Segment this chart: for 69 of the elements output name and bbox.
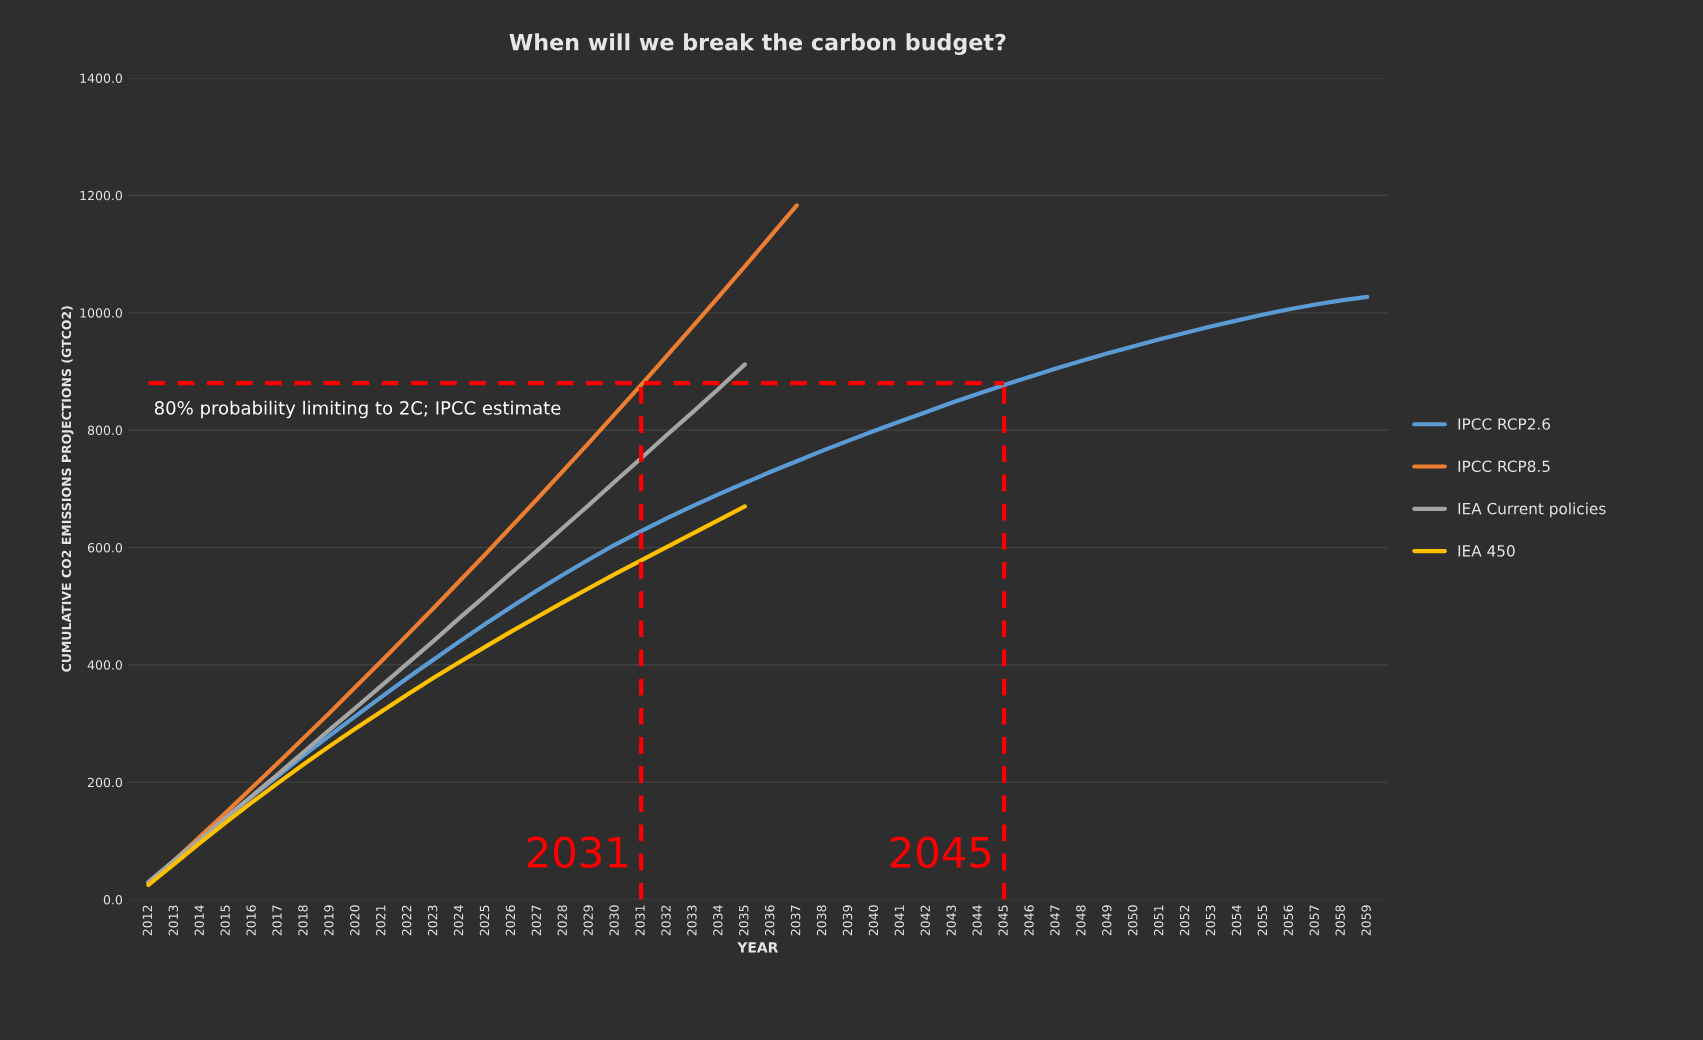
x-tick-label: 2024 [453, 905, 464, 936]
y-axis-title: CUMULATIVE CO2 EMISSIONS PROJECTIONS (GTCO2) [61, 306, 74, 672]
ref-line-label: 2031 [527, 836, 627, 869]
x-tick-label: 2043 [946, 905, 956, 936]
y-tick-label: 200.0 [87, 777, 123, 788]
x-tick-label: 2037 [790, 905, 801, 936]
x-tick-label: 2022 [401, 905, 412, 936]
x-tick-label: 2020 [350, 905, 360, 936]
x-tick-label: 2034 [713, 905, 723, 936]
x-tick-label: 2051 [1153, 905, 1164, 936]
x-tick-label: 2025 [479, 905, 490, 936]
x-tick-label: 2044 [972, 905, 982, 936]
x-tick-label: 2032 [661, 905, 671, 936]
y-tick-label: 0.0 [103, 895, 123, 905]
x-tick-label: 2027 [531, 905, 542, 936]
line-series [146, 504, 747, 888]
x-axis-title: YEAR [737, 942, 779, 953]
y-tick-label: 400.0 [87, 660, 123, 670]
x-tick-label: 2048 [1076, 905, 1086, 936]
x-tick-label: 2042 [920, 905, 931, 936]
x-tick-label: 2054 [1231, 905, 1242, 936]
x-tick-label: 2058 [1335, 905, 1345, 936]
y-tick-label: 1400.0 [80, 73, 123, 83]
ref-line-label: 80% probability limiting to 2C; IPCC estimate [154, 400, 561, 419]
line-series [146, 362, 747, 885]
x-tick-label: 2050 [1128, 905, 1138, 936]
x-tick-label: 2035 [739, 905, 749, 936]
x-tick-label: 2028 [557, 905, 567, 936]
x-tick-label: 2014 [194, 905, 204, 936]
x-tick-label: 2012 [142, 905, 153, 936]
x-tick-label: 2053 [1205, 905, 1216, 936]
x-tick-label: 2057 [1309, 905, 1319, 936]
legend-label: IEA 450 [1458, 545, 1515, 557]
x-tick-label: 2018 [298, 905, 308, 936]
x-tick-label: 2047 [1050, 905, 1060, 936]
x-tick-label: 2036 [764, 905, 775, 936]
x-tick-label: 2030 [609, 905, 619, 936]
x-tick-label: 2056 [1283, 905, 1294, 936]
x-tick-label: 2040 [868, 905, 879, 936]
chart-title: When will we break the carbon budget? [509, 33, 1006, 56]
x-tick-label: 2059 [1361, 905, 1371, 936]
x-tick-label: 2031 [635, 905, 645, 936]
x-tick-label: 2015 [220, 905, 230, 936]
legend-label: IEA Current policies [1458, 502, 1606, 518]
x-tick-label: 2049 [1102, 905, 1112, 936]
line-series [146, 203, 799, 886]
x-tick-label: 2038 [816, 905, 827, 936]
x-tick-label: 2033 [687, 905, 697, 936]
x-tick-label: 2023 [427, 905, 438, 936]
ref-line-label: 2045 [890, 836, 991, 869]
x-tick-label: 2046 [1024, 905, 1034, 936]
x-tick-label: 2039 [842, 905, 853, 936]
legend-label: IPCC RCP8.5 [1458, 460, 1550, 473]
x-tick-label: 2026 [505, 905, 516, 936]
x-tick-label: 2041 [894, 905, 905, 936]
x-tick-label: 2013 [168, 905, 179, 936]
y-tick-label: 1000.0 [80, 308, 123, 318]
x-tick-label: 2029 [583, 905, 593, 936]
x-tick-label: 2017 [272, 905, 282, 936]
y-tick-label: 600.0 [87, 542, 123, 553]
y-tick-label: 800.0 [87, 425, 123, 436]
y-tick-label: 1200.0 [80, 190, 123, 201]
x-tick-label: 2021 [376, 905, 386, 936]
x-tick-label: 2055 [1257, 905, 1268, 936]
x-tick-label: 2052 [1179, 905, 1190, 936]
legend-label: IPCC RCP2.6 [1458, 418, 1551, 430]
x-tick-label: 2019 [324, 905, 334, 936]
x-tick-label: 2016 [246, 905, 256, 936]
x-tick-label: 2045 [998, 905, 1008, 936]
